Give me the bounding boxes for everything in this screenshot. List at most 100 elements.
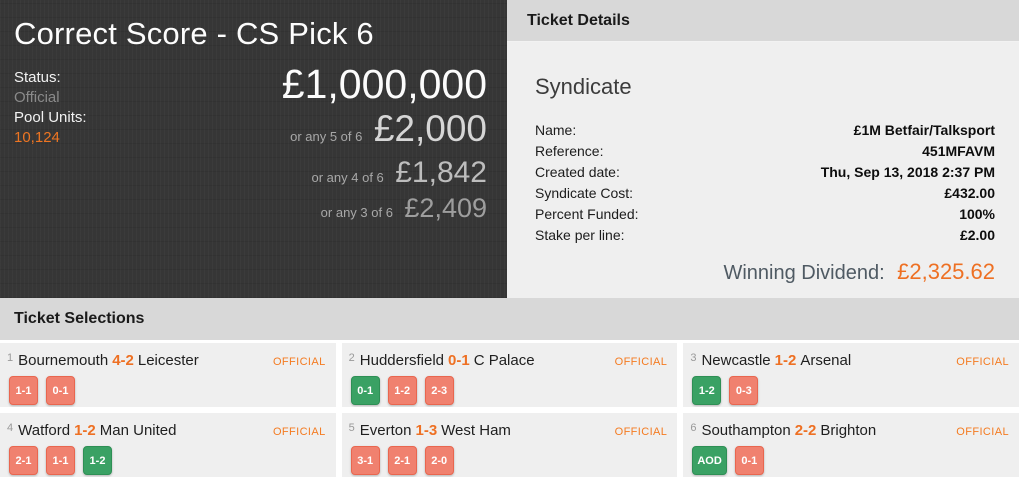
score-picks: AOD 0-1 (690, 446, 1009, 475)
match-card-2: 2 Huddersfield 0-1 C Palace OFFICIAL 0-1 1-… (341, 343, 678, 407)
match-score: 0-1 (448, 352, 470, 369)
prize-qualifier: or any 5 of 6 (290, 128, 363, 144)
score-pick-chip: 2-1 (387, 446, 417, 475)
away-team: Arsenal (800, 352, 852, 369)
official-badge: OFFICIAL (956, 356, 1009, 368)
home-team: Everton (359, 422, 412, 439)
detail-label: Percent Funded: (535, 206, 639, 222)
detail-row-name: Name: £1M Betfair/Talksport (535, 120, 995, 141)
match-number: 1 (7, 352, 14, 364)
match-number: 4 (7, 422, 14, 434)
ticket-details-body: Syndicate Name: £1M Betfair/Talksport Re… (507, 42, 1019, 298)
prize-top: £1,000,000 (179, 61, 487, 107)
home-team: Southampton (701, 422, 791, 439)
away-team: C Palace (473, 352, 535, 369)
match-score: 4-2 (112, 352, 134, 369)
away-team: Man United (99, 422, 177, 439)
score-pick-chip: 1-1 (46, 446, 75, 475)
syndicate-title: Syndicate (535, 74, 632, 99)
prize-amount: £2,409 (404, 193, 487, 224)
away-team: Leicester (137, 352, 199, 369)
match-header: 1 Bournemouth 4-2 Leicester OFFICIAL (7, 352, 326, 369)
score-picks: 3-1 2-1 2-0 (349, 446, 668, 475)
prize-qualifier: or any 4 of 6 (311, 169, 384, 185)
match-title: Everton 1-3 West Ham (360, 422, 511, 439)
match-number: 2 (348, 352, 355, 364)
detail-row-reference: Reference: 451MFAVM (535, 141, 995, 162)
prize-4of6: or any 4 of 6 £1,842 (179, 155, 488, 189)
match-title: Southampton 2-2 Brighton (701, 422, 876, 439)
score-pick-chip: 2-3 (424, 376, 454, 405)
score-pick-chip: 1-1 (9, 376, 38, 405)
score-pick-chip: AOD (692, 446, 727, 475)
score-pick-chip: 0-1 (734, 446, 764, 475)
score-pick-chip: 1-2 (387, 376, 417, 405)
match-number: 3 (690, 352, 697, 364)
match-header: 3 Newcastle 1-2 Arsenal OFFICIAL (690, 352, 1009, 369)
match-card-4: 4 Watford 1-2 Man United OFFICIAL 2-1 1-1 1-… (0, 413, 336, 477)
score-pick-chip: 1-2 (83, 446, 112, 475)
match-score: 1-3 (415, 422, 438, 439)
prize-amount: £1,842 (395, 155, 487, 189)
match-card-5: 5 Everton 1-3 West Ham OFFICIAL 3-1 2-1 2-0 (341, 413, 678, 477)
ticket-selections-header: Ticket Selections (0, 298, 1019, 340)
home-team: Watford (18, 422, 71, 439)
official-badge: OFFICIAL (956, 426, 1009, 438)
detail-label: Stake per line: (535, 227, 625, 243)
pool-units-label: Pool Units: (14, 109, 87, 126)
score-pick-chip: 3-1 (350, 446, 380, 475)
detail-label: Reference: (535, 143, 604, 159)
match-number: 5 (348, 422, 355, 434)
prize-3of6: or any 3 of 6 £2,409 (179, 193, 487, 224)
match-card-1: 1 Bournemouth 4-2 Leicester OFFICIAL 1-1 0-… (0, 343, 336, 407)
match-number: 6 (690, 422, 697, 434)
detail-value: Thu, Sep 13, 2018 2:37 PM (820, 164, 995, 180)
match-card-3: 3 Newcastle 1-2 Arsenal OFFICIAL 1-2 0-3 (683, 343, 1019, 407)
match-title: Bournemouth 4-2 Leicester (18, 352, 199, 369)
home-team: Bournemouth (18, 352, 109, 369)
match-score: 1-2 (74, 422, 96, 439)
score-pick-chip: 0-1 (46, 376, 75, 405)
detail-label: Name: (535, 122, 577, 138)
official-badge: OFFICIAL (272, 426, 326, 438)
match-cards-grid: 1 Bournemouth 4-2 Leicester OFFICIAL 1-1 0-… (0, 343, 1019, 477)
detail-row-syndicate-cost: Syndicate Cost: £432.00 (535, 183, 995, 204)
status-value: Official (14, 89, 60, 106)
detail-value: £2.00 (959, 227, 995, 243)
match-title: Huddersfield 0-1 C Palace (360, 352, 535, 369)
status-label: Status: (14, 69, 61, 86)
home-team: Huddersfield (359, 352, 444, 369)
score-pick-chip: 2-1 (9, 446, 38, 475)
prize-amount: £2,000 (373, 107, 487, 149)
detail-value: £432.00 (944, 185, 995, 201)
prize-qualifier: or any 3 of 6 (320, 205, 393, 221)
prize-list: £1,000,000 or any 5 of 6 £2,000 or any 4… (179, 61, 489, 224)
detail-value: 451MFAVM (922, 143, 995, 159)
prize-5of6: or any 5 of 6 £2,000 (179, 107, 487, 149)
top-section: Correct Score - CS Pick 6 Status: Offici… (0, 0, 1019, 298)
detail-label: Created date: (535, 164, 620, 180)
score-picks: 1-2 0-3 (690, 376, 1009, 405)
score-pick-chip: 0-3 (729, 376, 759, 405)
status-block: Status: Official Pool Units: 10,124 (14, 68, 179, 223)
match-header: 4 Watford 1-2 Man United OFFICIAL (7, 422, 326, 439)
score-picks: 0-1 1-2 2-3 (349, 376, 668, 405)
away-team: Brighton (820, 422, 877, 439)
home-team: Newcastle (701, 352, 771, 369)
official-badge: OFFICIAL (272, 356, 326, 368)
match-header: 5 Everton 1-3 West Ham OFFICIAL (349, 422, 668, 439)
winning-dividend: Winning Dividend: £2,325.62 (535, 259, 995, 285)
score-picks: 1-1 0-1 (7, 376, 326, 405)
match-score: 1-2 (774, 352, 797, 369)
ticket-details-panel: Ticket Details Syndicate Name: £1M Betfa… (507, 0, 1019, 298)
match-score: 2-2 (794, 422, 817, 439)
match-header: 2 Huddersfield 0-1 C Palace OFFICIAL (349, 352, 668, 369)
jackpot-panel: Correct Score - CS Pick 6 Status: Offici… (0, 0, 507, 298)
prize-amount: £1,000,000 (281, 61, 487, 107)
away-team: West Ham (441, 422, 511, 439)
page-title: Correct Score - CS Pick 6 (14, 16, 374, 51)
pool-units-value: 10,124 (14, 129, 60, 146)
detail-row-stake-per-line: Stake per line: £2.00 (535, 225, 995, 246)
jackpot-body: Status: Official Pool Units: 10,124 £1,0… (14, 63, 489, 223)
detail-value: 100% (959, 206, 995, 222)
